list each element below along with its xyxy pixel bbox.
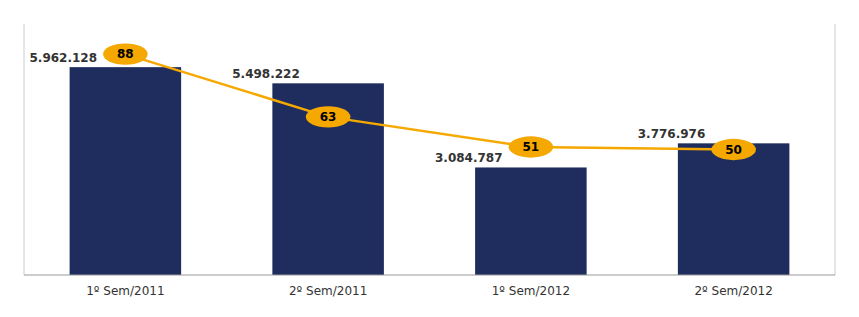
line-label: 63 (320, 110, 337, 124)
line-marker (711, 139, 756, 160)
y2-axis-line (835, 24, 836, 275)
bar-label: 5.498.222 (232, 67, 300, 81)
bar (678, 143, 790, 275)
x-axis-line (24, 275, 835, 276)
bar-label: 3.084.787 (435, 151, 503, 165)
bar (272, 83, 384, 275)
line-label: 88 (117, 47, 134, 61)
x-tick-label: 1º Sem/2011 (86, 284, 164, 298)
plot-area (70, 43, 790, 275)
line-label: 51 (523, 140, 540, 154)
x-tick-label: 2º Sem/2011 (289, 284, 367, 298)
y-axis-line (24, 24, 25, 275)
line (125, 54, 733, 149)
bar (475, 167, 587, 275)
line-marker (103, 43, 148, 64)
x-tick-label: 2º Sem/2012 (694, 284, 772, 298)
labels: 88 63 51 50 5.962.128 5.498.222 3.084.787 3.776… (29, 47, 741, 165)
bar-label: 3.776.976 (638, 127, 706, 141)
x-tick-label: 1º Sem/2012 (492, 284, 570, 298)
bar (70, 67, 182, 275)
line-marker (306, 106, 351, 127)
bar-label: 5.962.128 (29, 51, 97, 65)
chart: 88 63 51 50 5.962.128 5.498.222 3.084.787 3.776… (0, 0, 859, 317)
line-marker (509, 136, 554, 157)
line-label: 50 (725, 143, 742, 157)
